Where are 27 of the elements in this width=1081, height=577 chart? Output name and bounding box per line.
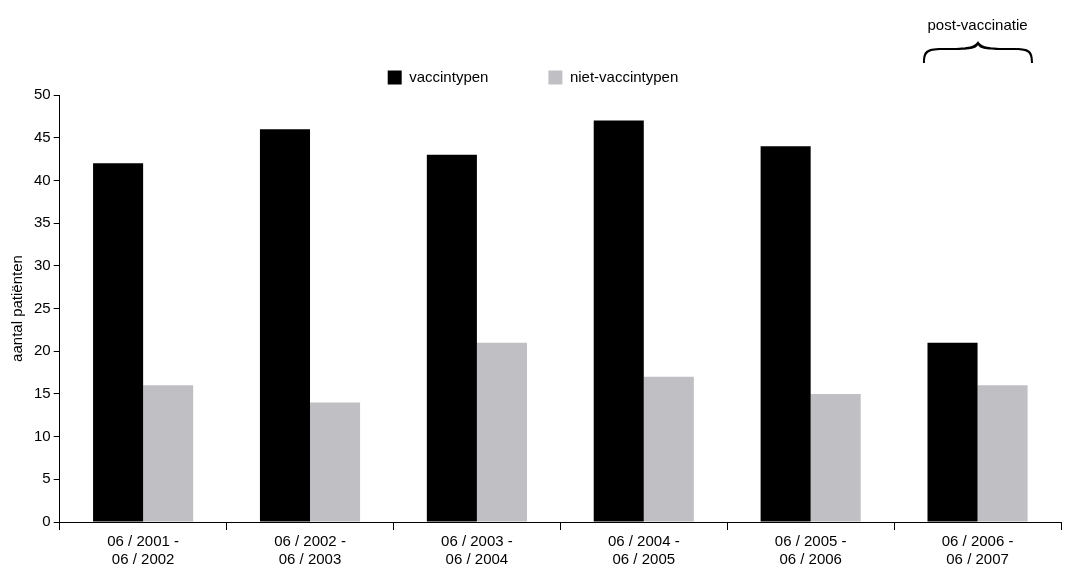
y-tick-label: 20 xyxy=(34,341,51,359)
y-tick-label: 10 xyxy=(34,426,51,444)
text: post-vaccinatie xyxy=(927,15,1028,33)
x-tick-label: 06 / 2005 - 06 / 2006 xyxy=(774,532,847,568)
x-tick-label: 06 / 2001 - 06 / 2002 xyxy=(107,532,179,568)
y-tick-label: 0 xyxy=(42,512,51,530)
bar xyxy=(476,342,527,522)
x-tick-label: 06 / 2003 - 06 / 2004 xyxy=(441,532,513,568)
bar xyxy=(643,376,694,522)
legend-label: niet-vaccintypen xyxy=(569,67,679,85)
y-tick-label: 40 xyxy=(34,170,51,188)
legend-label: vaccintypen xyxy=(409,67,489,85)
y-tick-label: 5 xyxy=(42,469,51,487)
y-tick-label: 25 xyxy=(34,298,51,316)
y-tick-label: 45 xyxy=(34,127,51,145)
bar xyxy=(810,393,861,522)
bar xyxy=(143,385,194,522)
y-tick-label: 15 xyxy=(34,384,51,402)
y-axis-title: aantal patiënten xyxy=(8,255,26,362)
y-tick-label: 50 xyxy=(34,85,51,103)
y-tick-label: 35 xyxy=(34,213,51,231)
bar xyxy=(310,402,361,522)
bar xyxy=(977,385,1028,522)
x-tick-label: 06 / 2004 - 06 / 2005 xyxy=(607,532,680,568)
y-tick-label: 30 xyxy=(34,255,51,273)
x-tick-label: 06 / 2006 - 06 / 2007 xyxy=(941,532,1014,568)
x-tick-label: 06 / 2002 - 06 / 2003 xyxy=(274,532,346,568)
